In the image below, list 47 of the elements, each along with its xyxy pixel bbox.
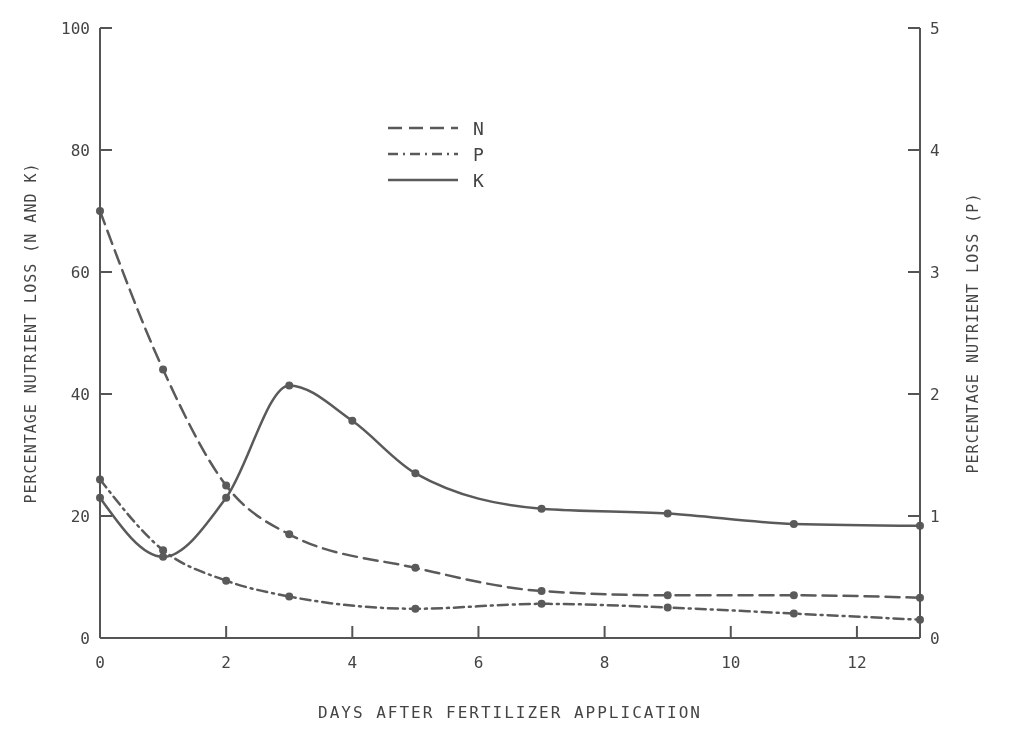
x-tick-label: 8 (599, 653, 610, 672)
point (285, 530, 294, 539)
legend-label: K (473, 170, 484, 191)
point (537, 504, 546, 513)
y-tick-label: 40 (70, 385, 90, 404)
y-tick-label: 20 (70, 507, 90, 526)
point (789, 519, 798, 528)
x-tick-label: 4 (347, 653, 358, 672)
y2-tick-label: 2 (930, 385, 940, 404)
point (411, 604, 420, 613)
y2-tick-label: 1 (930, 507, 940, 526)
y-axis-title: PERCENTAGE NUTRIENT LOSS (N AND K) (22, 162, 40, 504)
x-tick-label: 6 (473, 653, 484, 672)
point (411, 469, 420, 478)
legend-label: P (473, 144, 484, 165)
point (411, 563, 420, 572)
point (222, 481, 231, 490)
y-tick-label: 0 (80, 629, 90, 648)
y2-tick-label: 3 (930, 263, 940, 282)
point (285, 592, 294, 601)
x-axis-title: DAYS AFTER FERTILIZER APPLICATION (318, 703, 702, 722)
point (159, 365, 168, 374)
point (789, 591, 798, 600)
legend-label: N (473, 118, 484, 139)
x-tick-label: 0 (95, 653, 105, 672)
y2-axis-title: PERCENTAGE NUTRIENT LOSS (P) (964, 192, 982, 474)
y-tick-label: 80 (70, 141, 90, 160)
point (159, 552, 168, 561)
x-tick-label: 10 (721, 653, 741, 672)
y2-tick-label: 5 (930, 19, 940, 38)
point (348, 416, 357, 425)
y2-tick-label: 0 (930, 629, 940, 648)
point (222, 493, 231, 502)
x-tick-label: 12 (847, 653, 867, 672)
point (537, 587, 546, 596)
point (159, 546, 168, 555)
point (663, 591, 672, 600)
y2-tick-label: 4 (930, 141, 940, 160)
point (663, 509, 672, 518)
y-tick-label: 100 (61, 19, 90, 38)
x-tick-label: 2 (221, 653, 231, 672)
point (222, 576, 231, 585)
point (285, 381, 294, 390)
point (789, 609, 798, 618)
point (663, 603, 672, 612)
y-tick-label: 60 (70, 263, 90, 282)
point (537, 599, 546, 608)
